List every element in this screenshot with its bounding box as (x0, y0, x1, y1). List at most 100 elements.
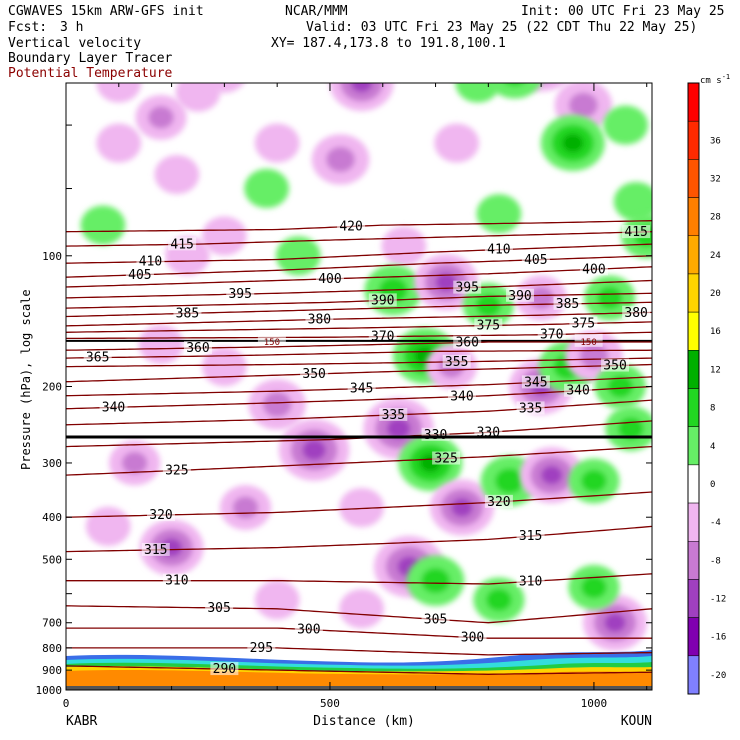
colorbar-label: -4 (710, 518, 721, 528)
theta-label-bg (305, 312, 334, 326)
theta-label-bg (368, 293, 397, 307)
velocity-contour (154, 154, 200, 195)
velocity-cell (244, 168, 290, 209)
colorbar-swatch (687, 388, 700, 427)
velocity-contour (603, 105, 649, 145)
colorbar-label: -8 (710, 556, 721, 566)
velocity-cell (138, 324, 184, 365)
theta-label-bg (226, 287, 255, 301)
theta-label-bg (173, 306, 202, 320)
theta-label-bg (601, 358, 630, 372)
header-model: CGWAVES 15km ARW-GFS init (8, 4, 204, 19)
theta-contour-line (66, 647, 652, 656)
velocity-contour (85, 506, 131, 547)
velocity-contour (607, 375, 634, 398)
theta-contour-label: 390 (371, 293, 394, 308)
theta-contour-line (66, 573, 652, 585)
theta-contour-label: 150 (264, 338, 280, 348)
velocity-contour (522, 41, 560, 75)
velocity-contour (486, 588, 512, 612)
theta-contour-label: 335 (519, 401, 542, 416)
theta-label-bg (294, 622, 323, 636)
theta-contour-line (66, 357, 652, 368)
velocity-contour (532, 49, 551, 66)
velocity-contour (562, 133, 584, 153)
velocity-contour (488, 83, 542, 99)
velocity-cell (80, 205, 126, 245)
colorbar-swatch (687, 82, 700, 122)
x-endpoint-left: KABR (66, 714, 97, 729)
velocity-cell (219, 485, 272, 530)
theta-label-bg (516, 574, 545, 588)
x-tick-label: 500 (320, 697, 340, 710)
velocity-contour (350, 83, 373, 93)
colorbar-label: 12 (710, 365, 721, 375)
velocity-cell (278, 419, 350, 481)
header-field-boundary-layer-tracer: Boundary Layer Tracer (8, 51, 173, 66)
theta-contour-line (66, 385, 652, 410)
theta-label-bg (337, 219, 366, 233)
header-fcst-label: Fcst: (8, 20, 48, 35)
theta-contour-label: 390 (508, 289, 531, 304)
velocity-contour (604, 613, 626, 633)
velocity-cell (568, 458, 620, 504)
colorbar-label: 36 (710, 136, 721, 146)
theta-contour-label: 350 (603, 359, 626, 374)
theta-label-bg (168, 237, 197, 251)
velocity-cell (96, 83, 142, 103)
colorbar-label: 0 (710, 480, 715, 490)
theta-contour-label: 320 (149, 508, 172, 523)
velocity-cell (473, 577, 525, 623)
x-tick-label: 0 (63, 697, 70, 710)
theta-label-bg (315, 271, 344, 285)
theta-contour-label: 405 (524, 253, 547, 268)
theta-contour-line (66, 231, 652, 247)
velocity-cell (154, 154, 200, 195)
y-tick-label: 100 (42, 250, 62, 263)
theta-contour-label: 325 (434, 452, 457, 467)
theta-contour-line (66, 627, 652, 639)
theta-label-bg (368, 329, 397, 343)
theta-contour-label: 300 (461, 631, 484, 646)
y-tick-label: 800 (42, 642, 62, 655)
theta-contour-label: 395 (455, 281, 478, 296)
velocity-contour (455, 83, 501, 103)
theta-label-bg (447, 389, 476, 403)
velocity-cell (248, 379, 306, 430)
theta-contour-label: 310 (165, 574, 188, 589)
velocity-contour (201, 216, 247, 256)
colorbar: 36 32 28 24 20 16 12 8 4 0 -4 -8 -12 -16 -20 (687, 82, 726, 695)
theta-contour-label: 370 (371, 330, 394, 345)
theta-contour-line (66, 311, 652, 327)
velocity-contour (138, 324, 184, 365)
theta-label-bg (300, 366, 329, 380)
velocity-contour (254, 580, 300, 620)
velocity-contour (275, 236, 321, 276)
theta-label-bg (516, 529, 545, 543)
theta-contour-label: 370 (540, 328, 563, 343)
theta-contour-label: 405 (128, 268, 151, 283)
velocity-cell (254, 123, 300, 163)
velocity-contour (96, 83, 142, 103)
theta-contour-label: 305 (207, 601, 230, 616)
colorbar-swatch (687, 541, 700, 580)
theta-contour-label: 340 (566, 384, 589, 399)
theta-contour-label: 375 (572, 317, 595, 332)
theta-label-bg (442, 354, 471, 368)
velocity-cell (429, 479, 494, 536)
theta-label-bg (484, 242, 513, 256)
theta-label-bg (162, 573, 191, 587)
colorbar-swatch (687, 579, 700, 618)
velocity-contour (387, 38, 432, 77)
theta-contour-label: 420 (339, 219, 362, 234)
theta-contour-label: 395 (228, 287, 251, 302)
header-field-potential-temperature: Potential Temperature (8, 66, 173, 81)
velocity-contour (540, 83, 543, 84)
colorbar-swatch (687, 502, 700, 542)
theta-contour-label: 400 (318, 272, 341, 287)
colorbar-swatch (687, 426, 700, 466)
theta-label-bg (136, 254, 165, 268)
colorbar-label: 8 (710, 404, 715, 414)
velocity-cell (540, 115, 605, 172)
